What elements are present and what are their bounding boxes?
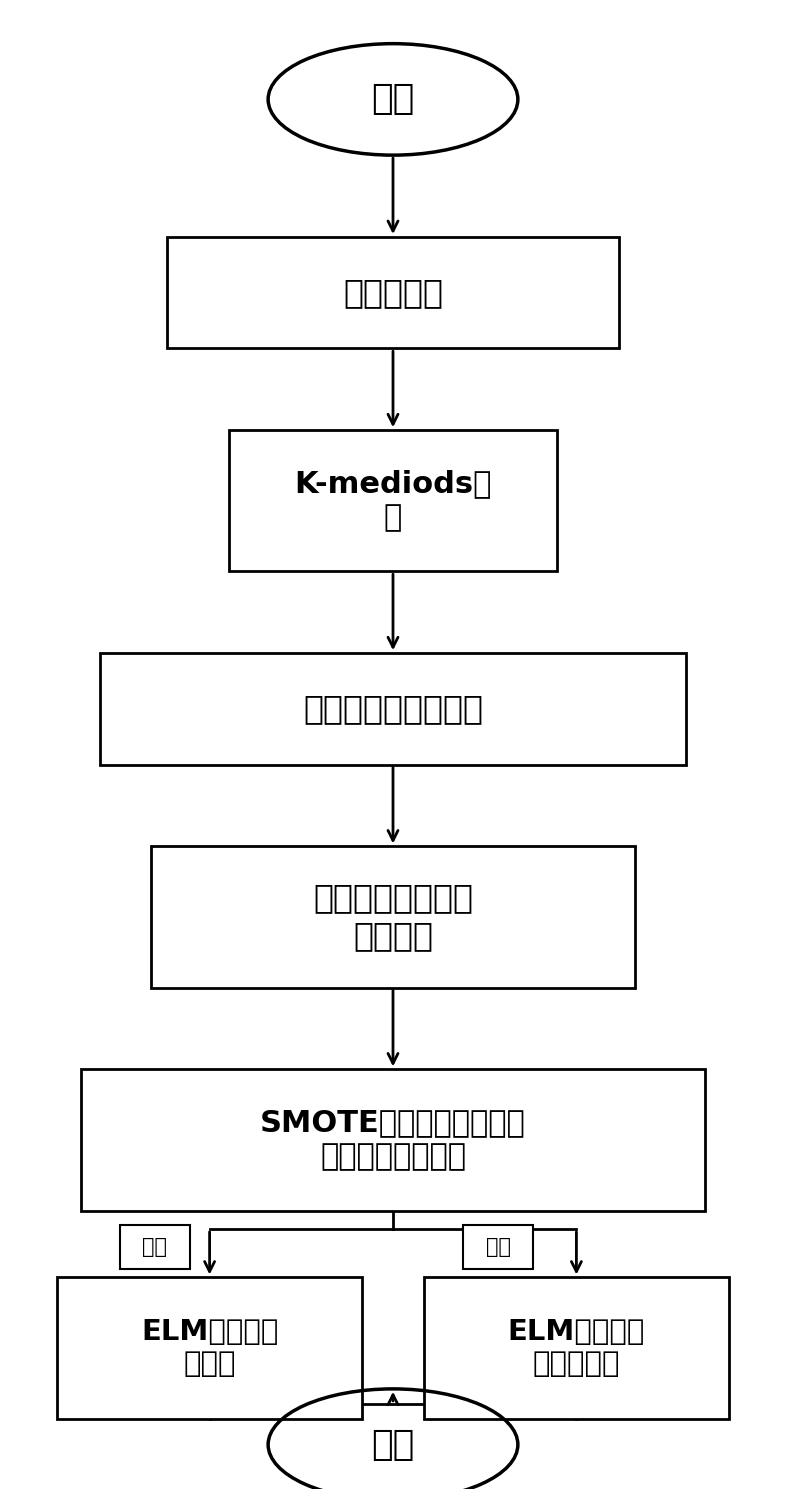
Text: SMOTE插值并记录插值数
据，形成新数据集: SMOTE插值并记录插值数 据，形成新数据集 xyxy=(260,1109,526,1171)
Text: 验证: 验证 xyxy=(142,1237,167,1256)
Text: 训练: 训练 xyxy=(486,1237,511,1256)
Bar xyxy=(119,1225,190,1270)
Bar xyxy=(167,237,619,348)
Text: ELM输入数据
集训练建模: ELM输入数据 集训练建模 xyxy=(508,1317,645,1379)
Text: K-mediods聚
类: K-mediods聚 类 xyxy=(294,470,492,533)
Bar xyxy=(424,1277,729,1419)
Bar xyxy=(151,846,635,988)
Text: 结束: 结束 xyxy=(371,1428,415,1462)
Bar xyxy=(101,653,685,764)
Text: 聚类簇心和原始数
据的样本: 聚类簇心和原始数 据的样本 xyxy=(313,882,473,952)
Text: 计算并记录聚类簇心: 计算并记录聚类簇心 xyxy=(303,692,483,725)
Bar xyxy=(57,1277,362,1419)
Bar xyxy=(81,1070,705,1210)
Text: 开始: 开始 xyxy=(371,82,415,116)
Text: 数据预处理: 数据预处理 xyxy=(343,276,443,309)
Bar xyxy=(229,430,557,571)
Bar xyxy=(463,1225,534,1270)
Text: ELM输入验证
数据集: ELM输入验证 数据集 xyxy=(141,1317,278,1379)
